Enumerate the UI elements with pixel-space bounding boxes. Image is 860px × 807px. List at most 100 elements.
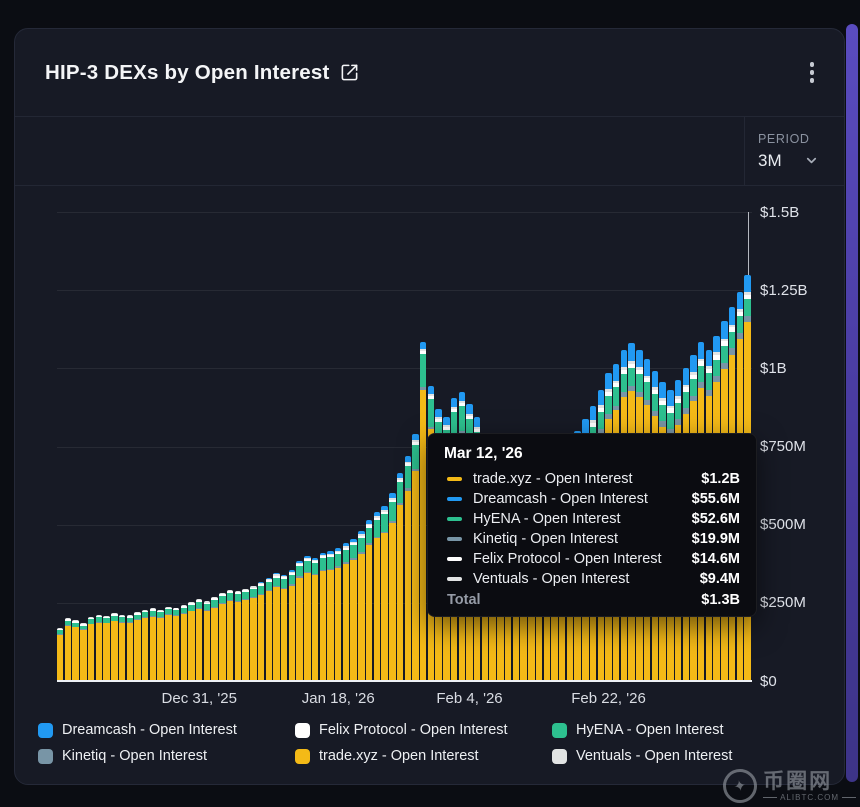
bar-segment bbox=[311, 560, 319, 564]
bar-segment bbox=[419, 349, 427, 352]
chart-bar[interactable] bbox=[373, 512, 381, 681]
chart-bar[interactable] bbox=[404, 455, 411, 681]
chart-bar[interactable] bbox=[118, 614, 126, 681]
bar-segment bbox=[697, 361, 705, 366]
chart-bar[interactable] bbox=[242, 588, 249, 681]
legend-item[interactable]: Ventuals - Open Interest bbox=[552, 748, 732, 764]
chart-bar[interactable] bbox=[203, 601, 211, 681]
chart-bar[interactable] bbox=[211, 597, 218, 681]
legend-item[interactable]: Kinetiq - Open Interest bbox=[38, 748, 207, 764]
chart-bar[interactable] bbox=[165, 606, 172, 681]
bar-segment bbox=[280, 575, 288, 578]
bar-segment bbox=[226, 592, 234, 601]
bar-segment bbox=[157, 610, 164, 613]
chart-bar[interactable] bbox=[180, 605, 188, 681]
chart-bar[interactable] bbox=[342, 543, 350, 681]
legend-item[interactable]: HyENA - Open Interest bbox=[552, 722, 723, 738]
chart-bar[interactable] bbox=[64, 618, 72, 681]
chart-bar[interactable] bbox=[389, 493, 396, 681]
chart-bar[interactable] bbox=[257, 581, 265, 681]
chart-bar[interactable] bbox=[327, 551, 334, 681]
bar-segment bbox=[628, 386, 635, 392]
bar-segment bbox=[628, 361, 635, 364]
chart-bar[interactable] bbox=[396, 473, 404, 681]
bar-segment bbox=[466, 419, 473, 443]
chart-bar[interactable] bbox=[319, 552, 327, 681]
bar-segment bbox=[141, 609, 149, 611]
period-selector[interactable]: PERIOD 3M bbox=[744, 117, 844, 185]
chart-bar[interactable] bbox=[80, 623, 87, 681]
legend-label: Ventuals - Open Interest bbox=[576, 748, 733, 764]
chart-bar[interactable] bbox=[134, 612, 141, 681]
external-link-icon[interactable] bbox=[340, 63, 359, 82]
chart-bar[interactable] bbox=[304, 555, 311, 681]
bar-segment bbox=[250, 586, 257, 588]
chart-bar[interactable] bbox=[250, 585, 257, 681]
chart-bar[interactable] bbox=[172, 607, 180, 681]
period-value: 3M bbox=[758, 150, 782, 170]
chart-bar[interactable] bbox=[358, 530, 365, 681]
series-dash-icon bbox=[447, 557, 462, 561]
bar-segment bbox=[636, 350, 643, 368]
chart-bar[interactable] bbox=[87, 616, 95, 681]
bar-segment bbox=[713, 335, 720, 353]
chart-bar[interactable] bbox=[149, 608, 157, 681]
bar-segment bbox=[690, 374, 697, 379]
chart-bar[interactable] bbox=[350, 538, 357, 681]
bar-segment bbox=[651, 410, 659, 417]
bar-segment bbox=[396, 503, 404, 505]
chart-bar[interactable] bbox=[141, 609, 149, 681]
kebab-menu-button[interactable] bbox=[804, 56, 821, 89]
chart-bar[interactable] bbox=[57, 627, 64, 681]
bar-segment bbox=[273, 573, 280, 575]
bar-segment bbox=[87, 617, 95, 620]
chart-bar[interactable] bbox=[311, 557, 319, 681]
chart-bar[interactable] bbox=[95, 614, 103, 681]
chart-bar[interactable] bbox=[188, 602, 195, 681]
chart-bar[interactable] bbox=[296, 560, 303, 681]
chart-bar[interactable] bbox=[196, 599, 203, 681]
chart-bar[interactable] bbox=[419, 341, 427, 681]
bar-segment bbox=[744, 291, 751, 295]
bar-segment bbox=[172, 615, 180, 616]
bar-segment bbox=[180, 613, 188, 615]
bar-segment bbox=[667, 412, 674, 429]
chart-bar[interactable] bbox=[103, 615, 110, 681]
chart-bar[interactable] bbox=[226, 589, 234, 681]
bar-segment bbox=[219, 595, 226, 603]
chart-bar[interactable] bbox=[273, 573, 280, 681]
bar-segment bbox=[172, 610, 180, 616]
chart-bar[interactable] bbox=[157, 609, 164, 681]
legend-item[interactable]: trade.xyz - Open Interest bbox=[295, 748, 479, 764]
chart-bar[interactable] bbox=[288, 570, 296, 681]
bar-segment bbox=[280, 574, 288, 576]
chart-bar[interactable] bbox=[412, 434, 419, 681]
period-label: PERIOD bbox=[758, 131, 810, 146]
bar-segment bbox=[118, 621, 126, 623]
bar-segment bbox=[381, 510, 388, 512]
bar-segment bbox=[396, 482, 404, 504]
bar-segment bbox=[412, 471, 419, 681]
chart-bar[interactable] bbox=[126, 615, 133, 681]
legend-label: Dreamcash - Open Interest bbox=[62, 722, 237, 738]
legend-item[interactable]: Felix Protocol - Open Interest bbox=[295, 722, 508, 738]
chart-bar[interactable] bbox=[335, 548, 342, 681]
chart-bar[interactable] bbox=[381, 505, 388, 681]
chart-bar[interactable] bbox=[265, 577, 272, 681]
legend-item[interactable]: Dreamcash - Open Interest bbox=[38, 722, 237, 738]
bar-segment bbox=[242, 600, 249, 681]
bar-segment bbox=[613, 363, 620, 381]
chart-bar[interactable] bbox=[234, 590, 242, 681]
bar-segment bbox=[412, 444, 419, 470]
bar-segment bbox=[381, 511, 388, 515]
site-url: ALIBTC.COM bbox=[763, 793, 856, 802]
chart-bar[interactable] bbox=[72, 620, 79, 681]
chart-bar[interactable] bbox=[280, 574, 288, 681]
bar-segment bbox=[589, 420, 597, 423]
bar-segment bbox=[304, 572, 311, 574]
chart-bar[interactable] bbox=[111, 613, 118, 681]
chart-bar[interactable] bbox=[219, 592, 226, 681]
chart-bar[interactable] bbox=[365, 520, 373, 681]
bar-segment bbox=[288, 575, 296, 585]
bar-segment bbox=[311, 557, 319, 560]
